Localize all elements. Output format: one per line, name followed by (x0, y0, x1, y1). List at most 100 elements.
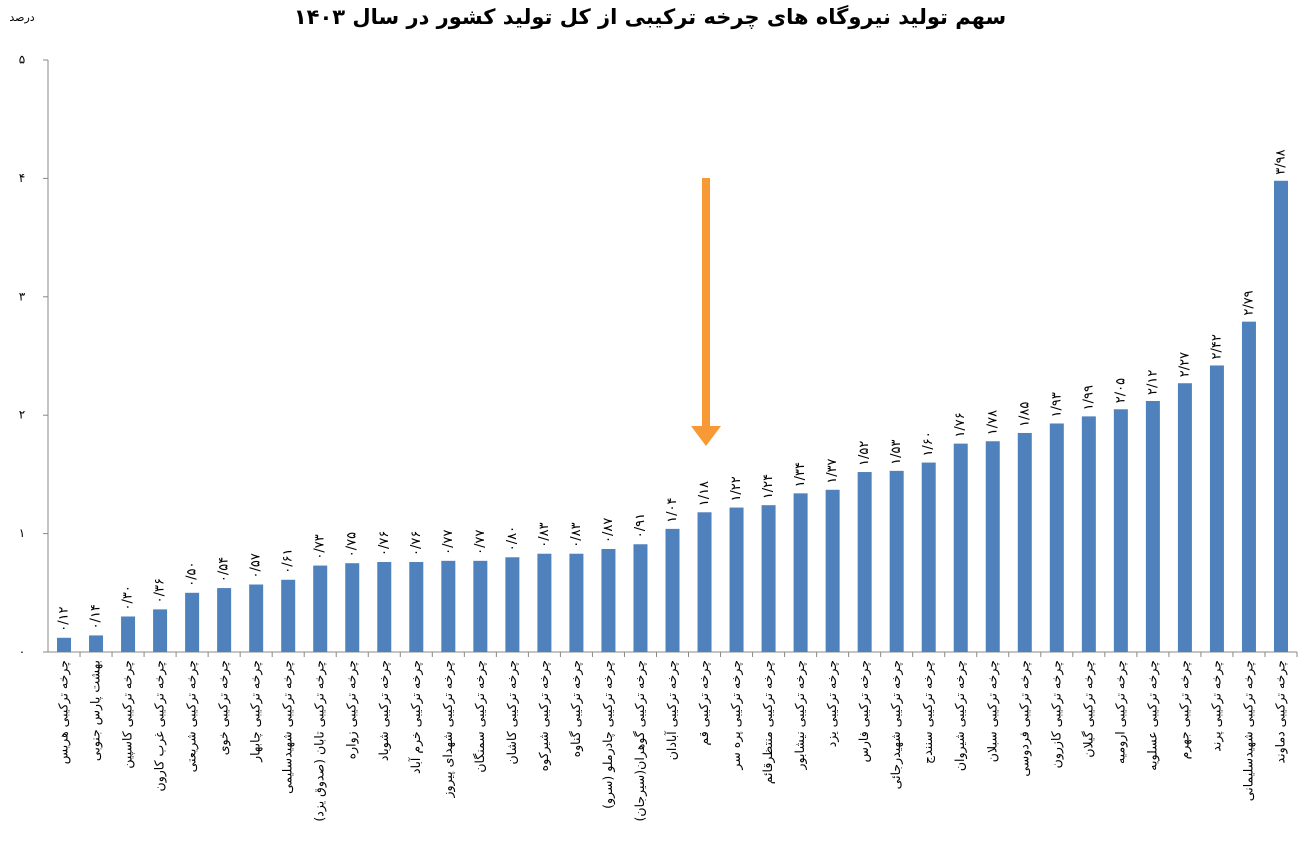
x-tick-label: چرخه ترکیبی چابهار (248, 660, 264, 763)
bar (569, 553, 584, 652)
value-label: ۲/۱۲ (1145, 370, 1160, 395)
value-label: ۰/۸۰ (505, 526, 520, 551)
bar (1017, 432, 1032, 652)
bar (985, 441, 1000, 652)
x-tick-label: چرخه ترکیبی شهیدرجائی (888, 660, 904, 789)
bar (505, 557, 520, 652)
value-label: ۰/۶۱ (281, 548, 296, 573)
bar (665, 528, 680, 652)
value-label: ۰/۷۷ (441, 529, 456, 554)
value-label: ۰/۹۱ (633, 513, 648, 538)
bar (153, 609, 168, 652)
bar (185, 592, 200, 652)
bar (633, 544, 648, 652)
x-tick-label: چرخه ترکیبی شهیدسلیمی (280, 660, 296, 794)
x-tick-label: چرخه ترکیبی شهیدسلیمانی (1240, 660, 1256, 801)
x-tick-label: چرخه ترکیبی منتظرقائم (760, 660, 776, 784)
bar (1049, 423, 1064, 652)
value-label: ۳/۹۸ (1273, 149, 1288, 174)
value-label: ۰/۸۳ (569, 522, 584, 547)
x-tick-label: چرخه ترکیبی عسلویه (1144, 660, 1160, 771)
value-label: ۰/۳۰ (121, 585, 136, 610)
value-label: ۰/۸۳ (537, 522, 552, 547)
x-tick-label: چرخه ترکیبی زواره (344, 660, 360, 759)
bar (473, 560, 488, 652)
y-tick-label: ۵ (19, 53, 25, 67)
y-tick-label: ۱ (19, 526, 25, 540)
x-tick-label: چرخه ترکیبی غرب کارون (152, 660, 168, 791)
value-label: ۱/۳۴ (793, 462, 808, 487)
value-label: ۰/۷۶ (409, 531, 424, 556)
value-label: ۱/۹۳ (1049, 392, 1064, 417)
bar (217, 588, 232, 652)
bar (441, 560, 456, 652)
x-tick-label: چرخه ترکیبی فردوسی (1016, 660, 1032, 777)
value-label: ۱/۷۶ (953, 412, 968, 437)
bar (121, 616, 136, 652)
x-tick-label: بهشت پارس جنوبی (88, 660, 104, 761)
y-tick-label: ۴ (19, 171, 25, 185)
bar (1177, 383, 1192, 652)
value-label: ۰/۷۷ (473, 529, 488, 554)
value-label: ۱/۲۲ (729, 476, 744, 501)
value-label: ۱/۱۸ (697, 481, 712, 506)
bar (921, 462, 936, 652)
y-tick-label: ۰ (19, 645, 25, 659)
x-tick-label: چرخه ترکیبی سبلان (984, 660, 1000, 762)
x-tick-label: چرخه ترکیبی شوباد (376, 660, 392, 761)
x-tick-label: چرخه ترکیبی گیلان (1080, 660, 1096, 758)
bar (825, 489, 840, 652)
bar (761, 505, 776, 652)
bar (345, 563, 360, 652)
bar (601, 548, 616, 652)
value-label: ۲/۴۲ (1209, 334, 1224, 359)
bar (793, 493, 808, 652)
x-tick-label: چرخه ترکیبی آبادان (664, 660, 680, 760)
y-tick-label: ۲ (19, 408, 25, 422)
value-label: ۱/۶۰ (921, 431, 936, 456)
x-tick-label: چرخه ترکیبی شیروان (952, 660, 968, 771)
bar (1209, 365, 1224, 652)
bar (313, 565, 328, 652)
x-tick-label: چرخه ترکیبی پره سر (728, 660, 744, 771)
value-label: ۱/۲۴ (761, 474, 776, 499)
x-tick-label: چرخه ترکیبی گوهران(سیرجان) (632, 660, 648, 821)
value-label: ۲/۷۹ (1241, 290, 1256, 315)
x-tick-label: چرخه ترکیبی کاسپین (120, 660, 136, 769)
x-tick-label: چرخه ترکیبی قم (696, 660, 712, 746)
value-label: ۱/۰۴ (665, 498, 680, 523)
x-tick-label: چرخه ترکیبی نیشابور (792, 660, 808, 770)
x-tick-label: چرخه ترکیبی چادرملو (سرو) (600, 660, 616, 809)
x-tick-label: چرخه ترکیبی فارس (856, 660, 872, 762)
x-tick-label: چرخه ترکیبی گناوه (568, 660, 584, 757)
value-label: ۱/۵۲ (857, 441, 872, 466)
x-tick-label: چرخه ترکیبی خرم آباد (408, 660, 424, 774)
x-tick-label: چرخه ترکیبی هریس (56, 660, 72, 764)
value-label: ۰/۵۴ (217, 557, 232, 582)
value-label: ۱/۷۸ (985, 410, 1000, 435)
bar (537, 553, 552, 652)
value-label: ۲/۲۷ (1177, 352, 1192, 377)
y-tick-label: ۳ (19, 289, 26, 303)
bar (89, 635, 104, 652)
bar (953, 443, 968, 652)
bar (1273, 180, 1288, 652)
bar (377, 562, 392, 652)
bar (1241, 321, 1256, 652)
value-label: ۰/۱۲ (57, 606, 72, 631)
value-label: ۱/۸۵ (1017, 402, 1032, 427)
value-label: ۲/۰۵ (1113, 378, 1128, 403)
x-tick-label: چرخه ترکیبی کاشان (504, 660, 520, 765)
x-tick-label: چرخه ترکیبی شریعتی (184, 660, 200, 772)
value-label: ۱/۳۷ (825, 458, 840, 483)
x-tick-label: چرخه ترکیبی تابان (صدوق یزد) (312, 660, 328, 822)
bar (57, 637, 72, 652)
bar (697, 512, 712, 652)
x-tick-label: چرخه ترکیبی سمنگان (472, 660, 488, 773)
value-label: ۰/۸۷ (601, 518, 616, 543)
value-label: ۰/۷۶ (377, 531, 392, 556)
chart-title: سهم تولید نیروگاه های چرخه ترکیبی از کل … (294, 4, 1006, 29)
bar (1113, 409, 1128, 652)
